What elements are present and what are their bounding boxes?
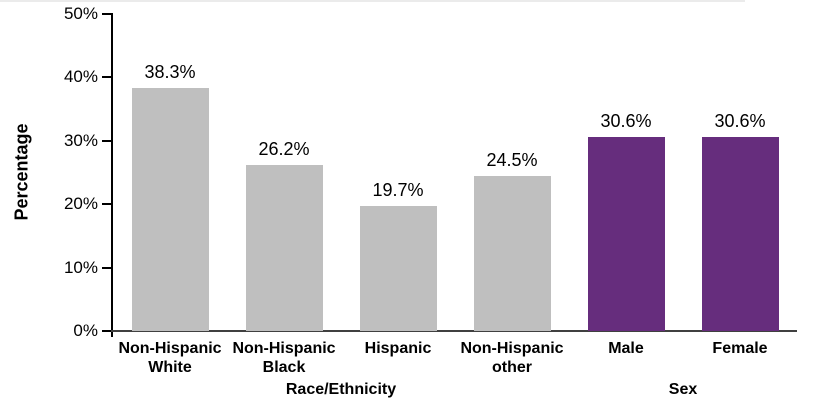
y-axis-line [111,13,113,337]
bar-value-label: 38.3% [144,62,196,83]
bar [587,136,665,331]
y-tick-mark [102,13,111,15]
y-tick-label: 20% [63,194,98,214]
y-tick-label: 50% [63,4,98,23]
bar [701,136,779,331]
x-axis-line [111,330,797,332]
category-label: Male [608,340,644,357]
category-label: Non-Hispanic White [118,340,222,376]
bar [131,88,209,331]
bar-value-label: 24.5% [486,149,538,170]
bar [245,164,323,331]
bar-value-label: 30.6% [714,110,766,131]
bar [359,206,437,331]
bar-value-label: 30.6% [600,110,652,131]
category-label: Non-Hispanic Black [232,340,336,376]
bar [473,175,551,331]
y-tick-mark [102,203,111,206]
y-tick-label: 30% [63,130,98,150]
axis-group-label: Race/Ethnicity [285,381,397,398]
y-tick-label: 0% [73,321,98,340]
category-label: Non-Hispanic other [460,340,564,376]
category-label: Female [712,340,768,357]
y-tick-mark [102,76,111,79]
bar-value-label: 19.7% [372,180,424,201]
bar-value-label: 26.2% [258,138,310,159]
y-tick-label: 10% [63,257,98,277]
y-tick-label: 40% [63,67,98,87]
y-tick-mark [102,266,111,269]
top-edge-divider [0,0,745,2]
y-tick-mark [102,139,111,142]
y-tick-mark [102,330,111,332]
category-label: Hispanic [364,340,432,357]
axis-group-label: Sex [668,381,698,398]
